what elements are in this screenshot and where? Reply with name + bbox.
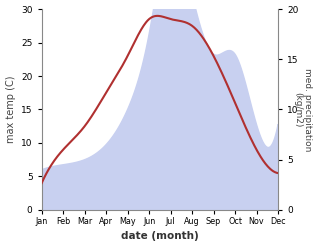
Y-axis label: max temp (C): max temp (C) bbox=[5, 76, 16, 143]
Y-axis label: med. precipitation
(kg/m2): med. precipitation (kg/m2) bbox=[293, 68, 313, 151]
X-axis label: date (month): date (month) bbox=[121, 231, 199, 242]
